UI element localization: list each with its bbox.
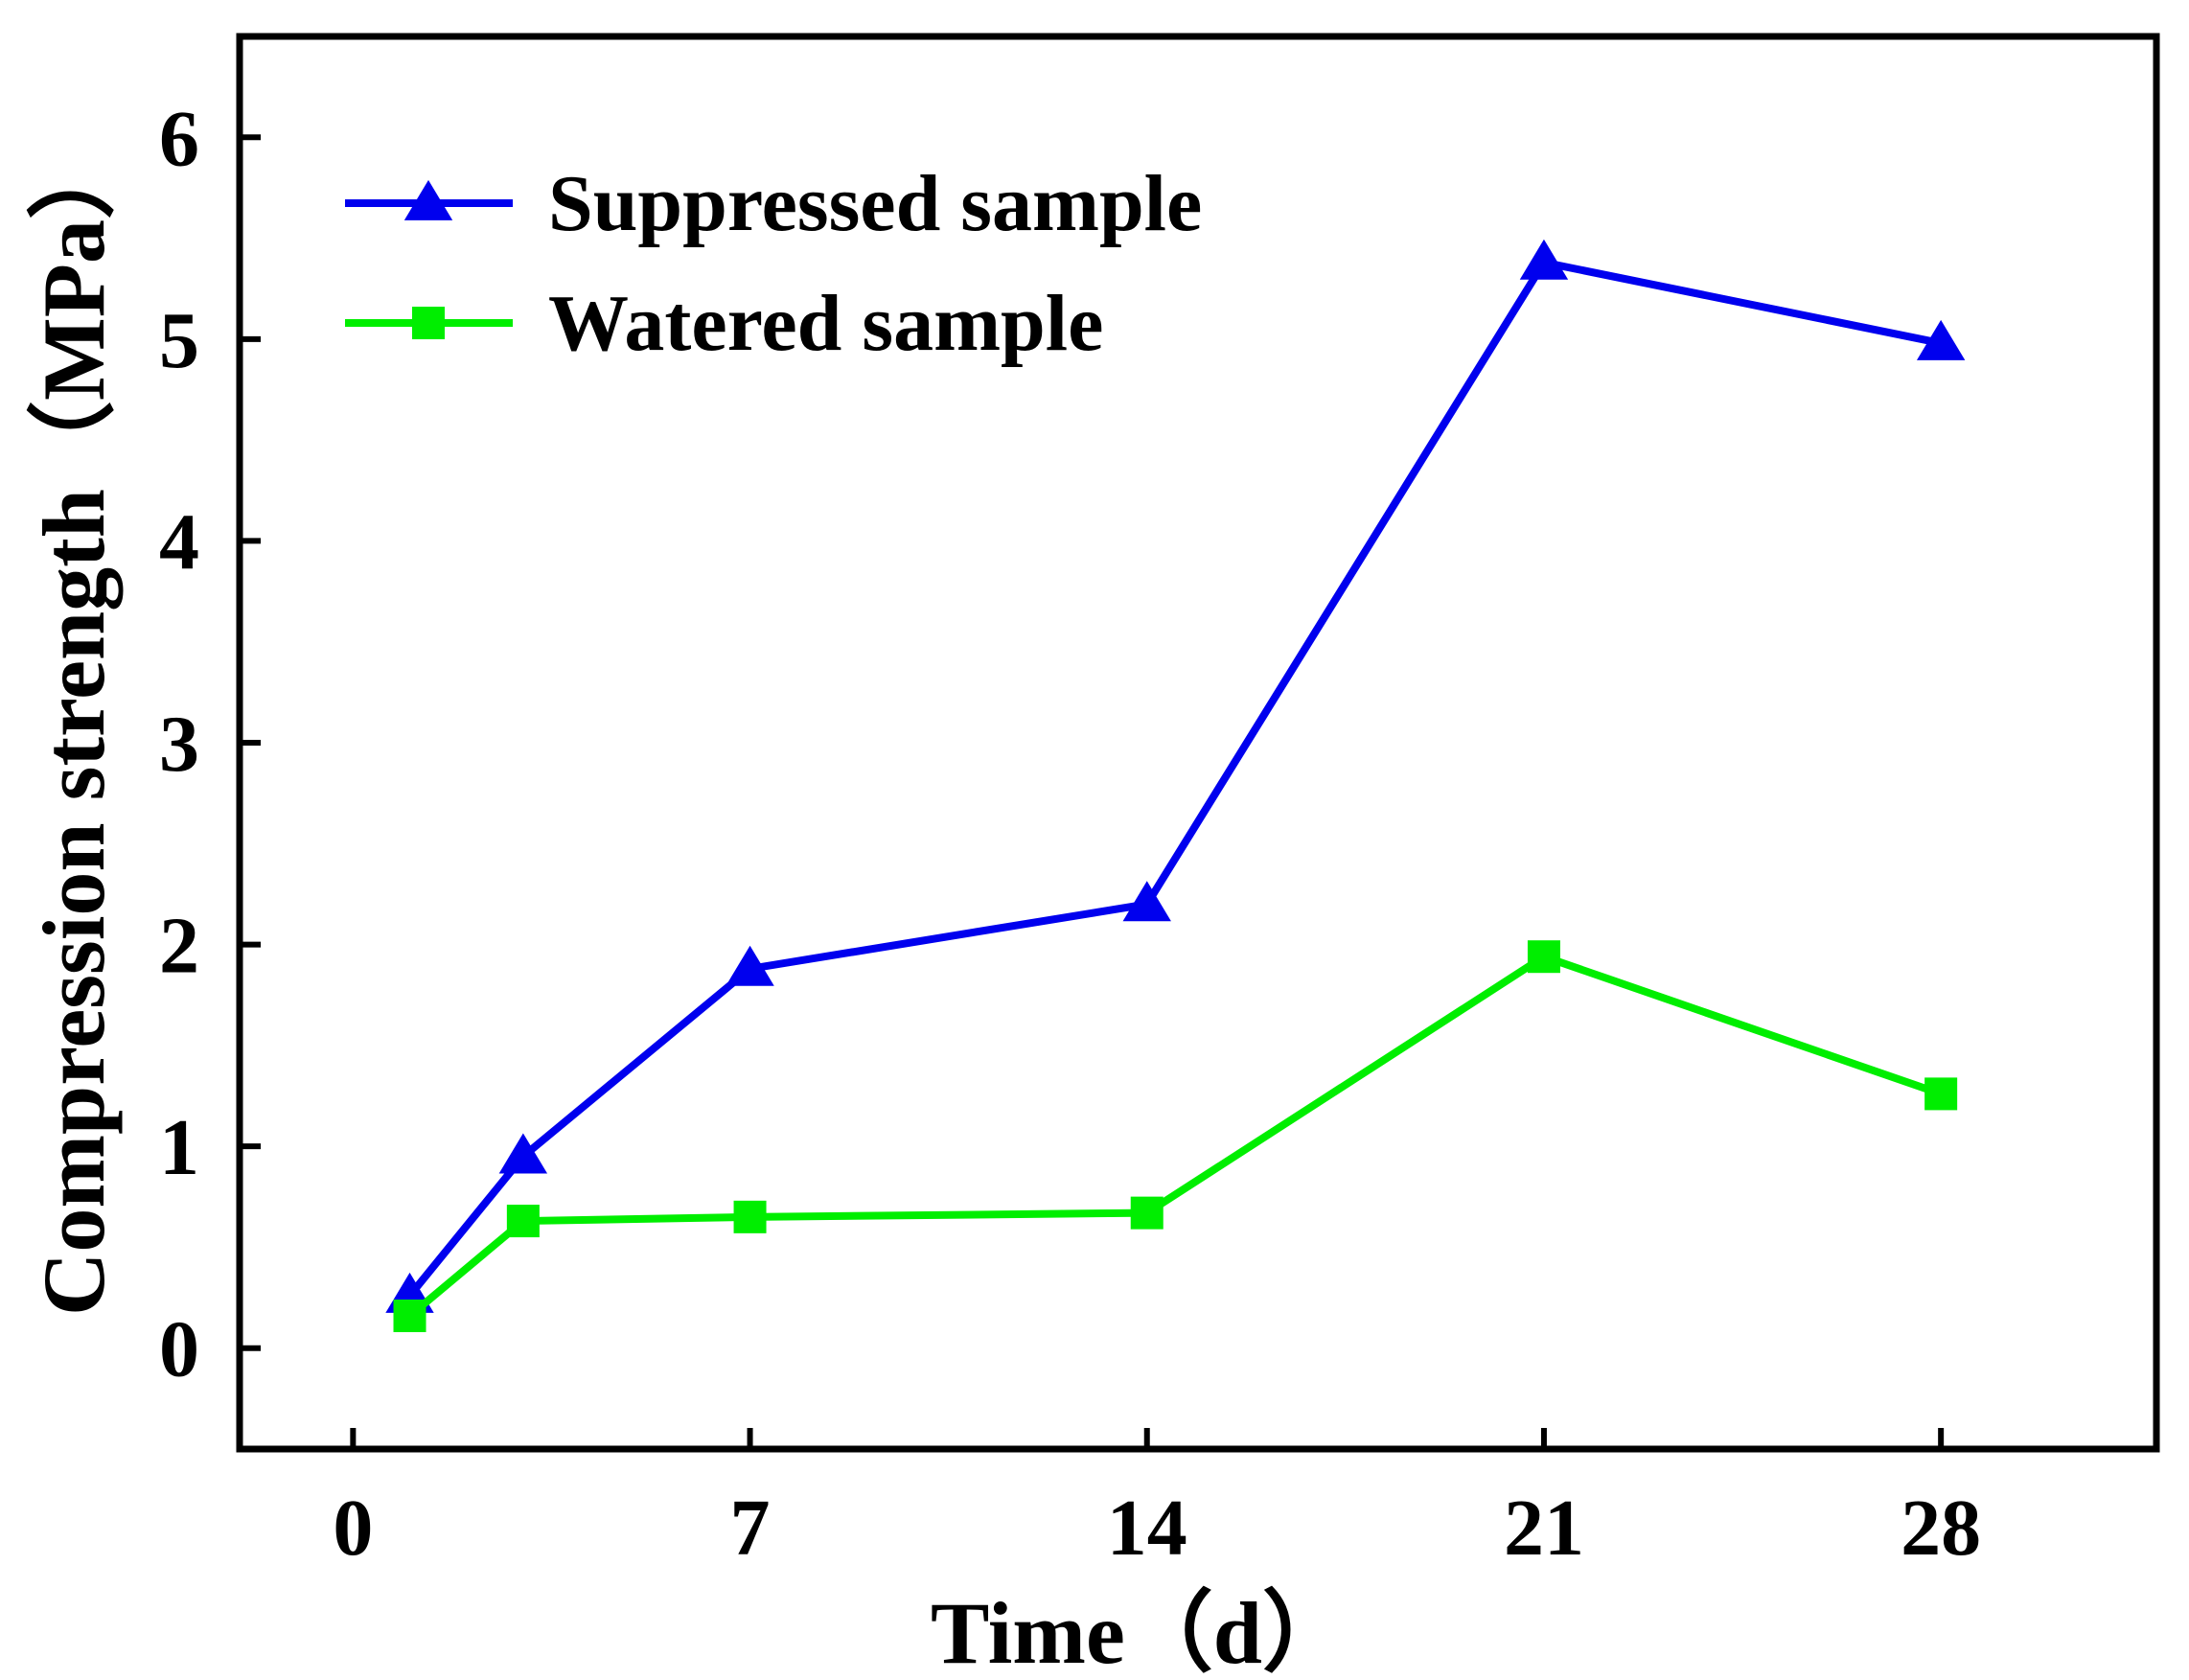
data-point-triangle <box>498 1133 548 1174</box>
x-tick-label: 14 <box>1107 1484 1187 1573</box>
y-tick-label: 1 <box>159 1103 199 1192</box>
x-axis: 0 7 14 21 28 <box>333 1428 1981 1573</box>
y-axis-title: Compression strength（MPa） <box>25 131 123 1316</box>
series-0 <box>385 239 1966 1313</box>
x-tick-label: 0 <box>333 1484 373 1573</box>
series-layer <box>385 239 1966 1333</box>
data-point-square <box>733 1200 767 1233</box>
legend-item: Suppressed sample <box>345 159 1202 248</box>
data-point-square <box>412 307 445 339</box>
y-tick-label: 4 <box>159 497 199 587</box>
y-tick-label: 5 <box>159 296 199 385</box>
y-axis: 0 1 2 3 4 5 6 <box>159 94 261 1394</box>
y-tick-label: 0 <box>159 1305 199 1394</box>
data-point-square <box>1130 1196 1164 1230</box>
y-tick-label: 6 <box>159 94 199 183</box>
x-tick-label: 7 <box>730 1484 771 1573</box>
x-tick-label: 28 <box>1901 1484 1981 1573</box>
series-line <box>406 258 1942 1299</box>
data-point-triangle <box>726 945 774 986</box>
legend-label: Watered sample <box>548 279 1103 368</box>
data-point-triangle <box>1122 881 1171 922</box>
y-tick-label: 3 <box>159 700 199 789</box>
data-point-square <box>1527 940 1560 974</box>
data-point-square <box>393 1300 426 1333</box>
legend-label: Suppressed sample <box>548 159 1202 248</box>
y-tick-label: 2 <box>159 902 199 991</box>
x-tick-label: 21 <box>1504 1484 1584 1573</box>
legend-item: Watered sample <box>345 279 1103 368</box>
x-axis-title: Time（d） <box>931 1584 1350 1680</box>
data-point-triangle <box>1916 319 1966 360</box>
data-point-square <box>1924 1077 1958 1111</box>
legend: Suppressed sample Watered sample <box>345 159 1202 368</box>
series-line <box>406 952 1943 1320</box>
data-point-square <box>506 1205 540 1238</box>
data-point-triangle <box>403 179 453 220</box>
series-1 <box>393 940 1958 1333</box>
data-point-triangle <box>1519 239 1569 280</box>
